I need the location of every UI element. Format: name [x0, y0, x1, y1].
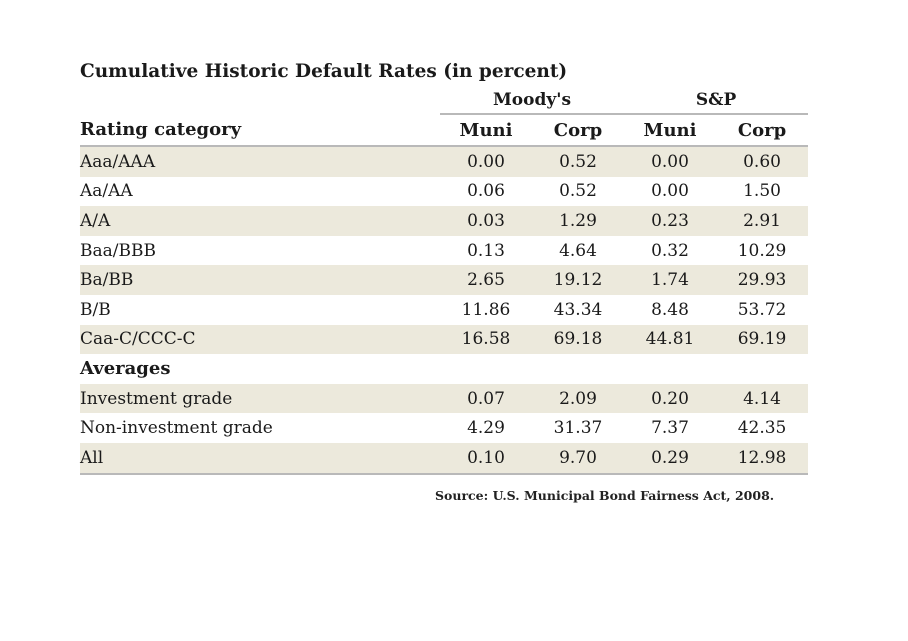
table-cell: 11.86 — [461, 299, 511, 320]
column-header-rating-category: Rating category — [80, 114, 440, 147]
table-cell: 8.48 — [651, 299, 689, 320]
table-row: Baa/BBB 0.13 4.64 0.32 10.29 — [80, 236, 808, 266]
averages-heading: Averages — [80, 358, 171, 380]
row-label: B/B — [80, 299, 111, 320]
table-cell: 0.32 — [651, 240, 689, 261]
table-cell: 42.35 — [737, 418, 787, 439]
row-label: Baa/BBB — [80, 240, 156, 261]
table-row: Aa/AA 0.06 0.52 0.00 1.50 — [80, 177, 808, 207]
column-header-sp-corp: Corp — [716, 114, 809, 147]
table-cell: 29.93 — [716, 265, 809, 295]
table-cell: 0.10 — [440, 442, 532, 475]
row-label: Ba/BB — [80, 265, 440, 295]
source-note: Source: U.S. Municipal Bond Fairness Act… — [435, 488, 775, 503]
table-cell: 69.19 — [716, 324, 809, 355]
table-row: Investment grade 0.07 2.09 0.20 4.14 — [80, 383, 809, 414]
column-header-row: Rating category Muni Corp Muni Corp — [80, 114, 809, 147]
table-cell: 0.23 — [624, 206, 717, 236]
table-row: All 0.10 9.70 0.29 12.98 — [80, 442, 809, 475]
row-label: Aa/AA — [80, 181, 133, 202]
table-cell: 43.34 — [553, 299, 603, 320]
column-group-spacer — [80, 86, 440, 114]
table-cell: 0.06 — [467, 181, 505, 202]
table-cell: 0.00 — [651, 181, 689, 202]
table-cell: 0.00 — [440, 146, 532, 177]
table-cell: 0.03 — [440, 206, 532, 236]
table-cell: 1.74 — [624, 265, 717, 295]
table-cell: 2.65 — [440, 265, 532, 295]
table-row: Ba/BB 2.65 19.12 1.74 29.93 — [80, 265, 809, 295]
default-rates-table: Moody's S&P Rating category Muni Corp Mu… — [80, 86, 809, 475]
table-row: A/A 0.03 1.29 0.23 2.91 — [80, 206, 809, 236]
table-cell: 16.58 — [440, 324, 532, 355]
table-cell: 44.81 — [624, 324, 717, 355]
table-cell: 0.29 — [624, 442, 717, 475]
row-label: Investment grade — [80, 383, 440, 414]
table-cell: 1.50 — [743, 181, 781, 202]
column-group-moodys: Moody's — [440, 86, 625, 115]
column-group-sp: S&P — [624, 86, 809, 115]
table-cell: 12.98 — [716, 442, 809, 475]
table-cell: 0.07 — [440, 383, 532, 414]
table-cell: 10.29 — [737, 240, 787, 261]
table-cell: 0.52 — [559, 181, 597, 202]
table-cell: 1.29 — [532, 206, 625, 236]
table-row: Aaa/AAA 0.00 0.52 0.00 0.60 — [80, 146, 809, 177]
table-row: Caa-C/CCC-C 16.58 69.18 44.81 69.19 — [80, 324, 809, 355]
table-row: Non-investment grade 4.29 31.37 7.37 42.… — [80, 413, 808, 443]
column-header-sp-muni: Muni — [624, 114, 717, 147]
column-group-row: Moody's S&P — [80, 86, 809, 115]
table-cell: 0.60 — [716, 146, 809, 177]
table-cell: 19.12 — [532, 265, 625, 295]
table-cell: 0.20 — [624, 383, 717, 414]
row-label: A/A — [80, 206, 440, 236]
row-label: Non-investment grade — [80, 418, 273, 439]
averages-section-row: Averages — [80, 354, 808, 384]
table-cell: 7.37 — [651, 418, 689, 439]
table-title: Cumulative Historic Default Rates (in pe… — [80, 61, 568, 82]
table-cell: 0.13 — [467, 240, 505, 261]
table-body: Aaa/AAA 0.00 0.52 0.00 0.60 Aa/AA 0.06 0… — [80, 146, 809, 475]
row-label: Aaa/AAA — [80, 146, 440, 177]
table-row: B/B 11.86 43.34 8.48 53.72 — [80, 295, 808, 325]
table-cell: 4.14 — [716, 383, 809, 414]
column-header-moodys-muni: Muni — [440, 114, 532, 147]
table-cell: 53.72 — [737, 299, 787, 320]
table-cell: 69.18 — [532, 324, 625, 355]
table-cell: 0.00 — [624, 146, 717, 177]
table-cell: 2.09 — [532, 383, 625, 414]
table-cell: 4.29 — [467, 418, 505, 439]
table-cell: 0.52 — [532, 146, 625, 177]
row-label: All — [80, 442, 440, 475]
column-header-moodys-corp: Corp — [532, 114, 625, 147]
table-cell: 4.64 — [559, 240, 597, 261]
table-cell: 2.91 — [716, 206, 809, 236]
default-rates-table-figure: Cumulative Historic Default Rates (in pe… — [80, 58, 809, 475]
table-cell: 31.37 — [553, 418, 603, 439]
table-cell: 9.70 — [532, 442, 625, 475]
row-label: Caa-C/CCC-C — [80, 324, 440, 355]
